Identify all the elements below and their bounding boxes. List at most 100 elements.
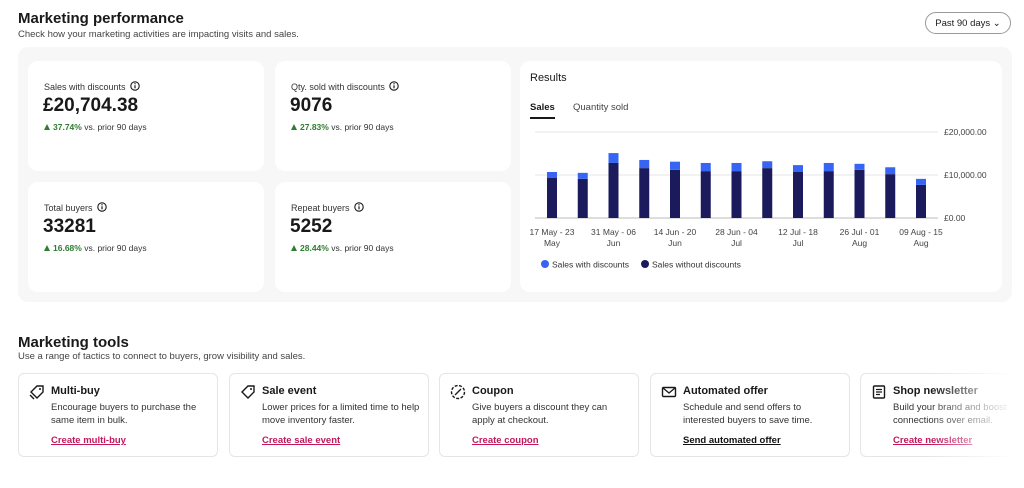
metric-card: Qty. sold with discounts 9076 27.83% vs. p… (275, 61, 511, 171)
metric-comparison: vs. prior 90 days (84, 122, 147, 132)
metric-change-row: 37.74% vs. prior 90 days (44, 122, 147, 132)
tool-title: Multi-buy (51, 385, 100, 397)
metric-change: 37.74% (53, 122, 82, 132)
tool-link[interactable]: Create multi-buy (51, 435, 126, 446)
legend-swatch (541, 260, 549, 268)
period-label: Past 90 days (935, 18, 991, 29)
metric-card: Total buyers 33281 16.68% vs. prior 90 day… (28, 182, 264, 292)
bar-segment (670, 161, 680, 170)
metric-change-row: 16.68% vs. prior 90 days (44, 243, 147, 253)
section-title: Marketing tools (18, 334, 129, 351)
metric-label-row: Repeat buyers (291, 202, 364, 213)
bar-segment (547, 178, 557, 218)
bar-segment (577, 172, 588, 179)
tool-link[interactable]: Create coupon (472, 435, 539, 446)
tool-title: Sale event (262, 385, 317, 397)
x-tick-label: 09 Aug - 15 Aug (899, 227, 943, 248)
bar-segment (793, 171, 803, 218)
bar-segment (916, 178, 926, 185)
tool-card: Automated offer Schedule and send offers … (650, 373, 850, 457)
bar-segment (823, 162, 834, 172)
bar-segment (885, 174, 896, 218)
bar-segment (823, 171, 834, 218)
metric-value: £20,704.38 (43, 95, 139, 116)
tool-title: Coupon (472, 385, 514, 397)
metric-comparison: vs. prior 90 days (84, 243, 147, 253)
bar-segment (731, 171, 742, 218)
up-arrow (291, 245, 297, 251)
tool-card: Coupon Give buyers a discount they can ap… (439, 373, 639, 457)
metric-label-row: Qty. sold with discounts (291, 81, 399, 92)
bar-segment (793, 165, 803, 172)
bar-segment (547, 171, 557, 179)
info-icon[interactable] (96, 202, 107, 212)
info-icon[interactable] (353, 202, 364, 212)
info-icon[interactable] (129, 81, 140, 91)
y-tick-label: £0.00 (944, 213, 966, 223)
results-title: Results (530, 72, 567, 84)
metric-change: 28.44% (300, 243, 329, 253)
bar-segment (762, 161, 773, 169)
metric-value: 9076 (290, 95, 333, 116)
metric-card: Repeat buyers 5252 28.44% vs. prior 90 day… (275, 182, 511, 292)
metric-change-row: 28.44% vs. prior 90 days (291, 243, 394, 253)
x-tick-label: 31 May - 06 Jun (591, 227, 636, 248)
tool-description: Give buyers a discount they can apply at… (472, 402, 608, 426)
bar-segment (731, 162, 742, 172)
bar-segment (577, 178, 588, 218)
metric-label: Sales with discounts (44, 82, 126, 92)
tool-link[interactable]: Create sale event (262, 435, 341, 446)
metric-label-row: Total buyers (44, 202, 107, 213)
section-subtitle: Use a range of tactics to connect to buy… (18, 351, 306, 362)
tool-icon (29, 385, 44, 400)
metric-change: 27.83% (300, 122, 329, 132)
tool-icon (872, 385, 886, 399)
y-tick-label: £20,000.00 (944, 127, 987, 137)
tool-link[interactable]: Send automated offer (683, 435, 781, 446)
y-tick-label: £10,000.00 (944, 170, 987, 180)
tool-description: Lower prices for a limited time to help … (262, 402, 420, 426)
up-arrow (44, 124, 50, 130)
tool-card: Multi-buy Encourage buyers to purchase th… (18, 373, 218, 457)
results-card (520, 61, 1002, 292)
tool-icon (661, 386, 677, 398)
tool-card: Sale event Lower prices for a limited tim… (229, 373, 429, 457)
up-arrow (291, 124, 297, 130)
metric-label-row: Sales with discounts (44, 81, 140, 92)
tab[interactable]: Quantity sold (573, 102, 629, 113)
x-tick-label: 17 May - 23 May (529, 227, 575, 248)
tool-description: Encourage buyers to purchase the same it… (51, 402, 197, 426)
bar-segment (608, 162, 619, 218)
fade-overlay (930, 365, 1024, 465)
up-arrow (44, 245, 50, 251)
section-title: Marketing performance (18, 10, 184, 27)
x-tick-label: 14 Jun - 20 Jun (653, 227, 697, 248)
metric-label: Repeat buyers (291, 203, 350, 213)
tool-title: Automated offer (683, 385, 768, 397)
legend-label: Sales with discounts (552, 260, 629, 270)
metric-value: 33281 (43, 216, 96, 237)
metric-comparison: vs. prior 90 days (331, 243, 394, 253)
bar-segment (608, 153, 619, 163)
metric-card: Sales with discounts £20,704.38 37.74% vs.… (28, 61, 264, 171)
metric-label: Total buyers (44, 203, 93, 213)
bar-segment (700, 171, 711, 218)
bar-segment (916, 184, 926, 218)
bar-segment (670, 169, 680, 218)
bar-segment (639, 159, 650, 169)
metric-change-row: 27.83% vs. prior 90 days (291, 122, 394, 132)
period-dropdown[interactable]: Past 90 days ⌄ (925, 12, 1011, 34)
legend-label: Sales without discounts (652, 260, 741, 270)
metric-comparison: vs. prior 90 days (331, 122, 394, 132)
section-subtitle: Check how your marketing activities are … (18, 29, 299, 40)
bar-segment (700, 162, 711, 172)
metric-value: 5252 (290, 216, 333, 237)
tool-icon (241, 385, 255, 399)
bar-segment (854, 169, 865, 218)
tab-active[interactable]: Sales (530, 102, 555, 119)
info-icon[interactable] (389, 81, 399, 91)
metric-change: 16.68% (53, 243, 82, 253)
metric-label: Qty. sold with discounts (291, 82, 385, 92)
bar-segment (762, 168, 773, 218)
